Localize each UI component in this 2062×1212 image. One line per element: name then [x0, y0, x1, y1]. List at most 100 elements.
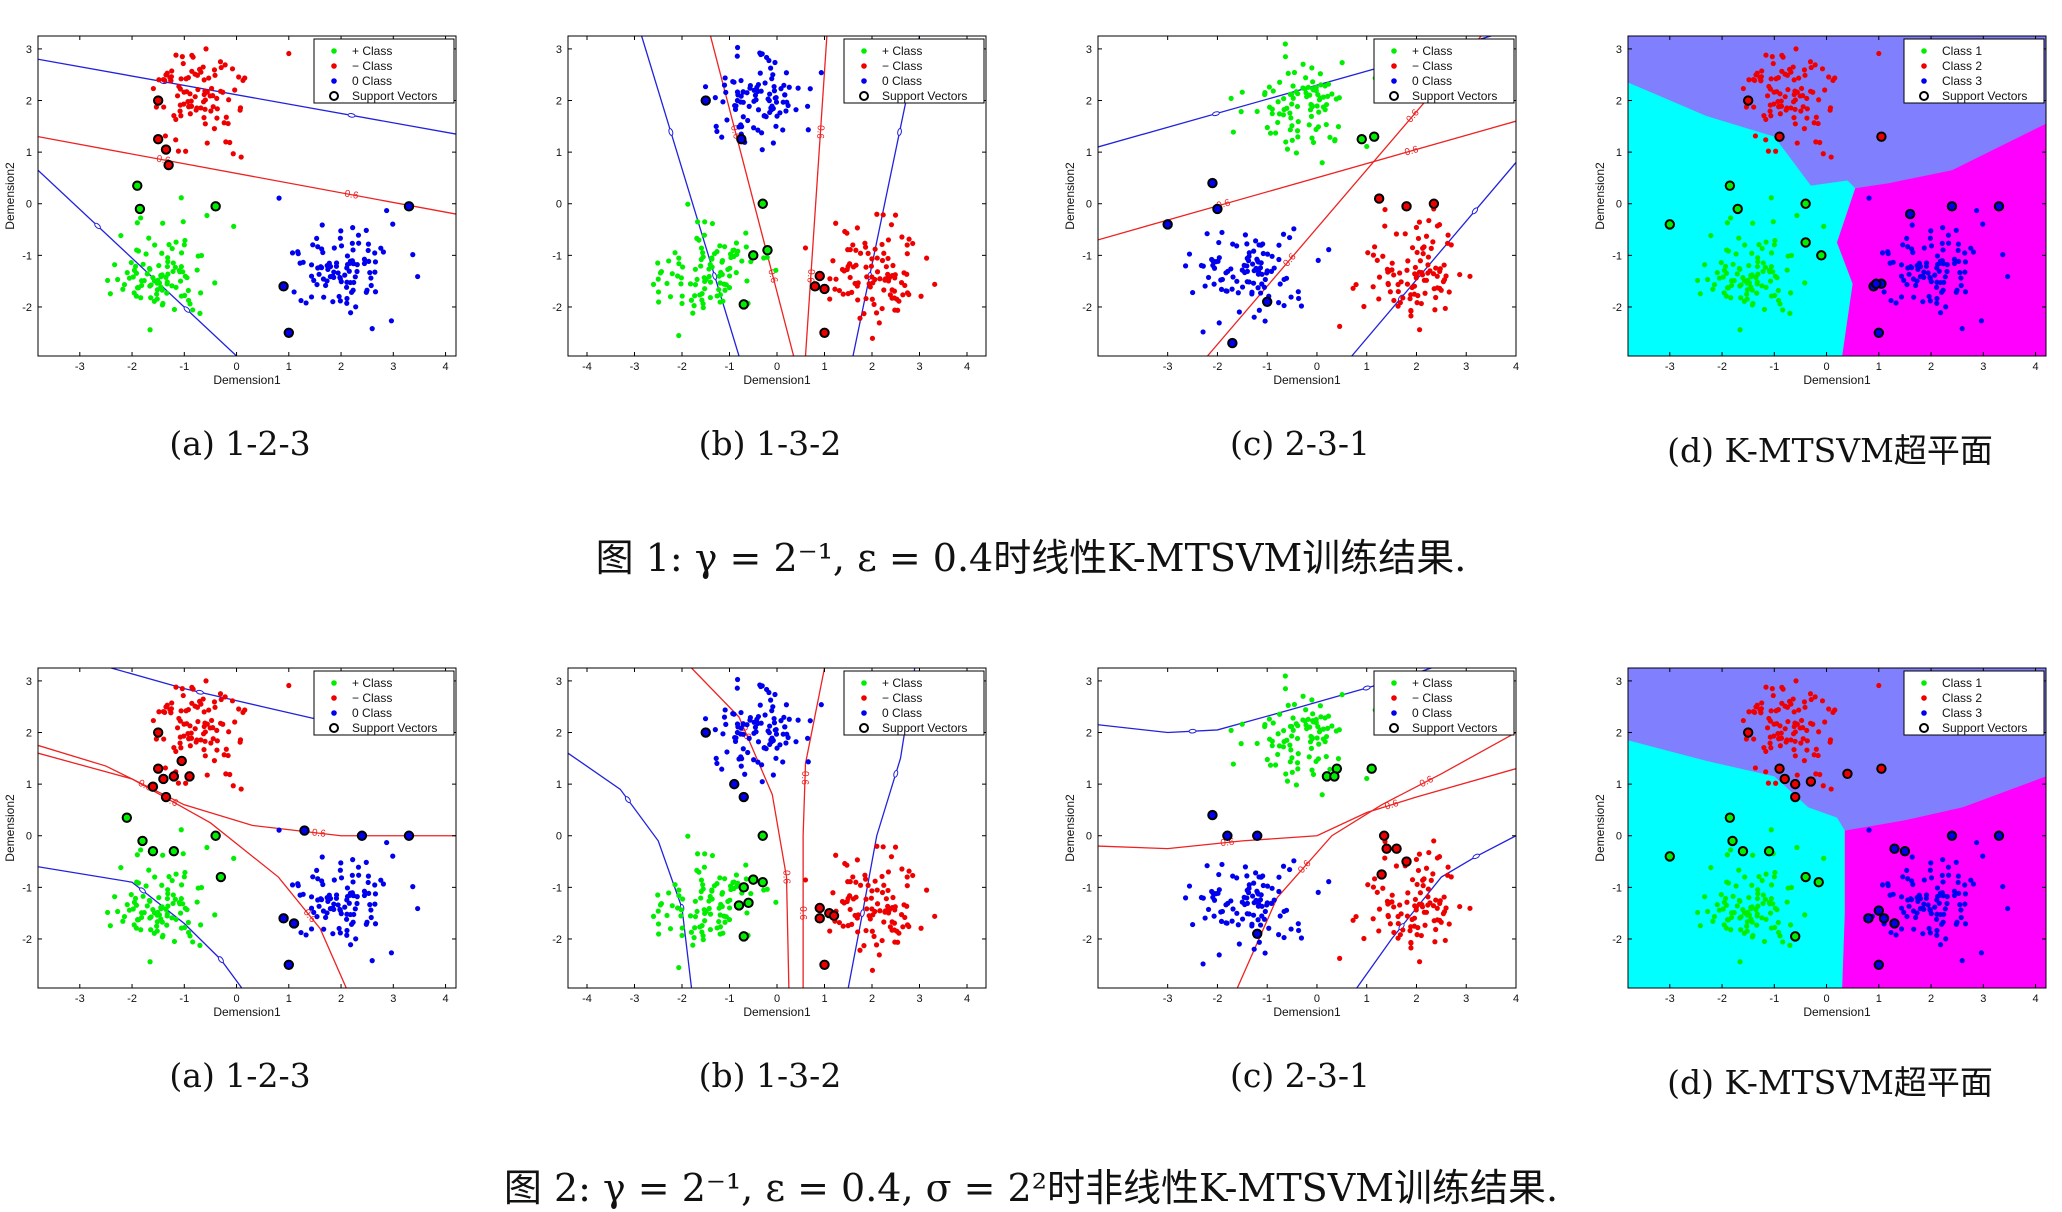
- point-blue: [337, 298, 343, 304]
- point-green: [160, 300, 166, 307]
- point-green: [655, 260, 661, 266]
- point-green: [148, 295, 154, 301]
- x-tick-label: 2: [338, 993, 344, 1005]
- point-green: [1768, 925, 1775, 931]
- point-green: [700, 305, 706, 311]
- point-blue: [1928, 875, 1935, 881]
- point-blue: [744, 722, 750, 728]
- support-vector: [1376, 869, 1387, 880]
- point-blue: [702, 84, 709, 90]
- point-red: [1413, 856, 1420, 863]
- point-red: [869, 928, 875, 934]
- point-blue: [344, 295, 350, 302]
- point-red: [229, 66, 236, 72]
- point-blue: [734, 676, 741, 683]
- point-red: [1768, 708, 1774, 714]
- y-tick-label: -2: [1612, 302, 1622, 314]
- point-red: [1764, 725, 1771, 731]
- legend-marker: [331, 63, 337, 69]
- support-vector: [168, 771, 180, 782]
- support-vector: [163, 159, 174, 171]
- point-blue: [326, 260, 332, 266]
- point-blue: [1259, 281, 1265, 287]
- point-blue: [755, 127, 761, 133]
- point-red: [1775, 98, 1781, 105]
- y-tick-label: 2: [1086, 728, 1092, 740]
- point-red: [1792, 106, 1798, 112]
- point-green: [1763, 284, 1769, 290]
- point-green: [1307, 739, 1314, 745]
- point-green: [679, 932, 685, 939]
- point-green: [1316, 109, 1322, 115]
- point-green: [1755, 259, 1761, 265]
- point-blue: [1934, 885, 1941, 891]
- point-green: [696, 869, 702, 875]
- point-red: [1421, 244, 1427, 250]
- point-blue: [1951, 256, 1958, 262]
- point-red: [222, 62, 228, 68]
- point-red: [873, 942, 880, 948]
- point-green: [1760, 900, 1766, 907]
- point-green: [1708, 232, 1714, 239]
- point-red: [854, 857, 860, 863]
- point-red: [1776, 103, 1782, 109]
- point-red: [892, 212, 899, 218]
- point-red: [847, 247, 853, 253]
- point-blue: [378, 877, 384, 883]
- y-tick-label: 2: [26, 728, 32, 740]
- point-blue: [1291, 226, 1297, 232]
- point-red: [217, 88, 224, 94]
- legend-label: + Class: [882, 676, 922, 690]
- point-red: [214, 738, 220, 744]
- point-red: [830, 890, 836, 896]
- point-red: [879, 873, 885, 880]
- point-blue: [338, 875, 345, 881]
- point-green: [727, 897, 733, 903]
- y-tick-label: 3: [26, 676, 32, 688]
- point-blue: [342, 904, 348, 910]
- point-blue: [1957, 902, 1963, 908]
- point-red: [883, 264, 889, 270]
- support-vector: [1774, 763, 1785, 774]
- point-green: [1736, 867, 1742, 873]
- point-blue: [354, 900, 360, 907]
- point-red: [1804, 115, 1810, 121]
- point-green: [165, 903, 171, 909]
- point-green: [132, 263, 139, 270]
- point-blue: [320, 249, 326, 256]
- point-blue: [762, 80, 768, 86]
- point-blue: [1219, 908, 1226, 915]
- point-green: [669, 903, 675, 909]
- point-green: [650, 281, 657, 287]
- point-green: [1731, 910, 1737, 916]
- point-blue: [757, 70, 763, 76]
- point-green: [1307, 107, 1314, 113]
- point-blue: [356, 872, 362, 878]
- point-green: [720, 298, 726, 304]
- point-red: [874, 255, 880, 261]
- point-blue: [773, 731, 780, 737]
- point-red: [1337, 955, 1343, 961]
- point-red: [163, 72, 169, 78]
- point-red: [1432, 939, 1438, 945]
- point-red: [833, 276, 839, 282]
- legend-marker: [1921, 48, 1927, 54]
- point-blue: [372, 901, 378, 907]
- point-red: [1794, 721, 1800, 727]
- point-red: [1414, 881, 1420, 888]
- point-red: [885, 910, 892, 916]
- point-blue: [1939, 240, 1945, 246]
- point-red: [1876, 50, 1882, 57]
- point-green: [160, 220, 166, 226]
- point-green: [1728, 215, 1734, 221]
- y-tick-label: 0: [556, 831, 562, 843]
- point-red: [836, 919, 843, 926]
- subcaption-a-2: (a) 1-2-3: [169, 1056, 311, 1095]
- point-blue: [1920, 273, 1926, 279]
- point-blue: [1264, 268, 1270, 274]
- point-red: [1813, 771, 1819, 777]
- point-blue: [1900, 242, 1906, 248]
- point-red: [896, 298, 902, 304]
- point-red: [1350, 917, 1356, 923]
- point-red: [874, 269, 881, 275]
